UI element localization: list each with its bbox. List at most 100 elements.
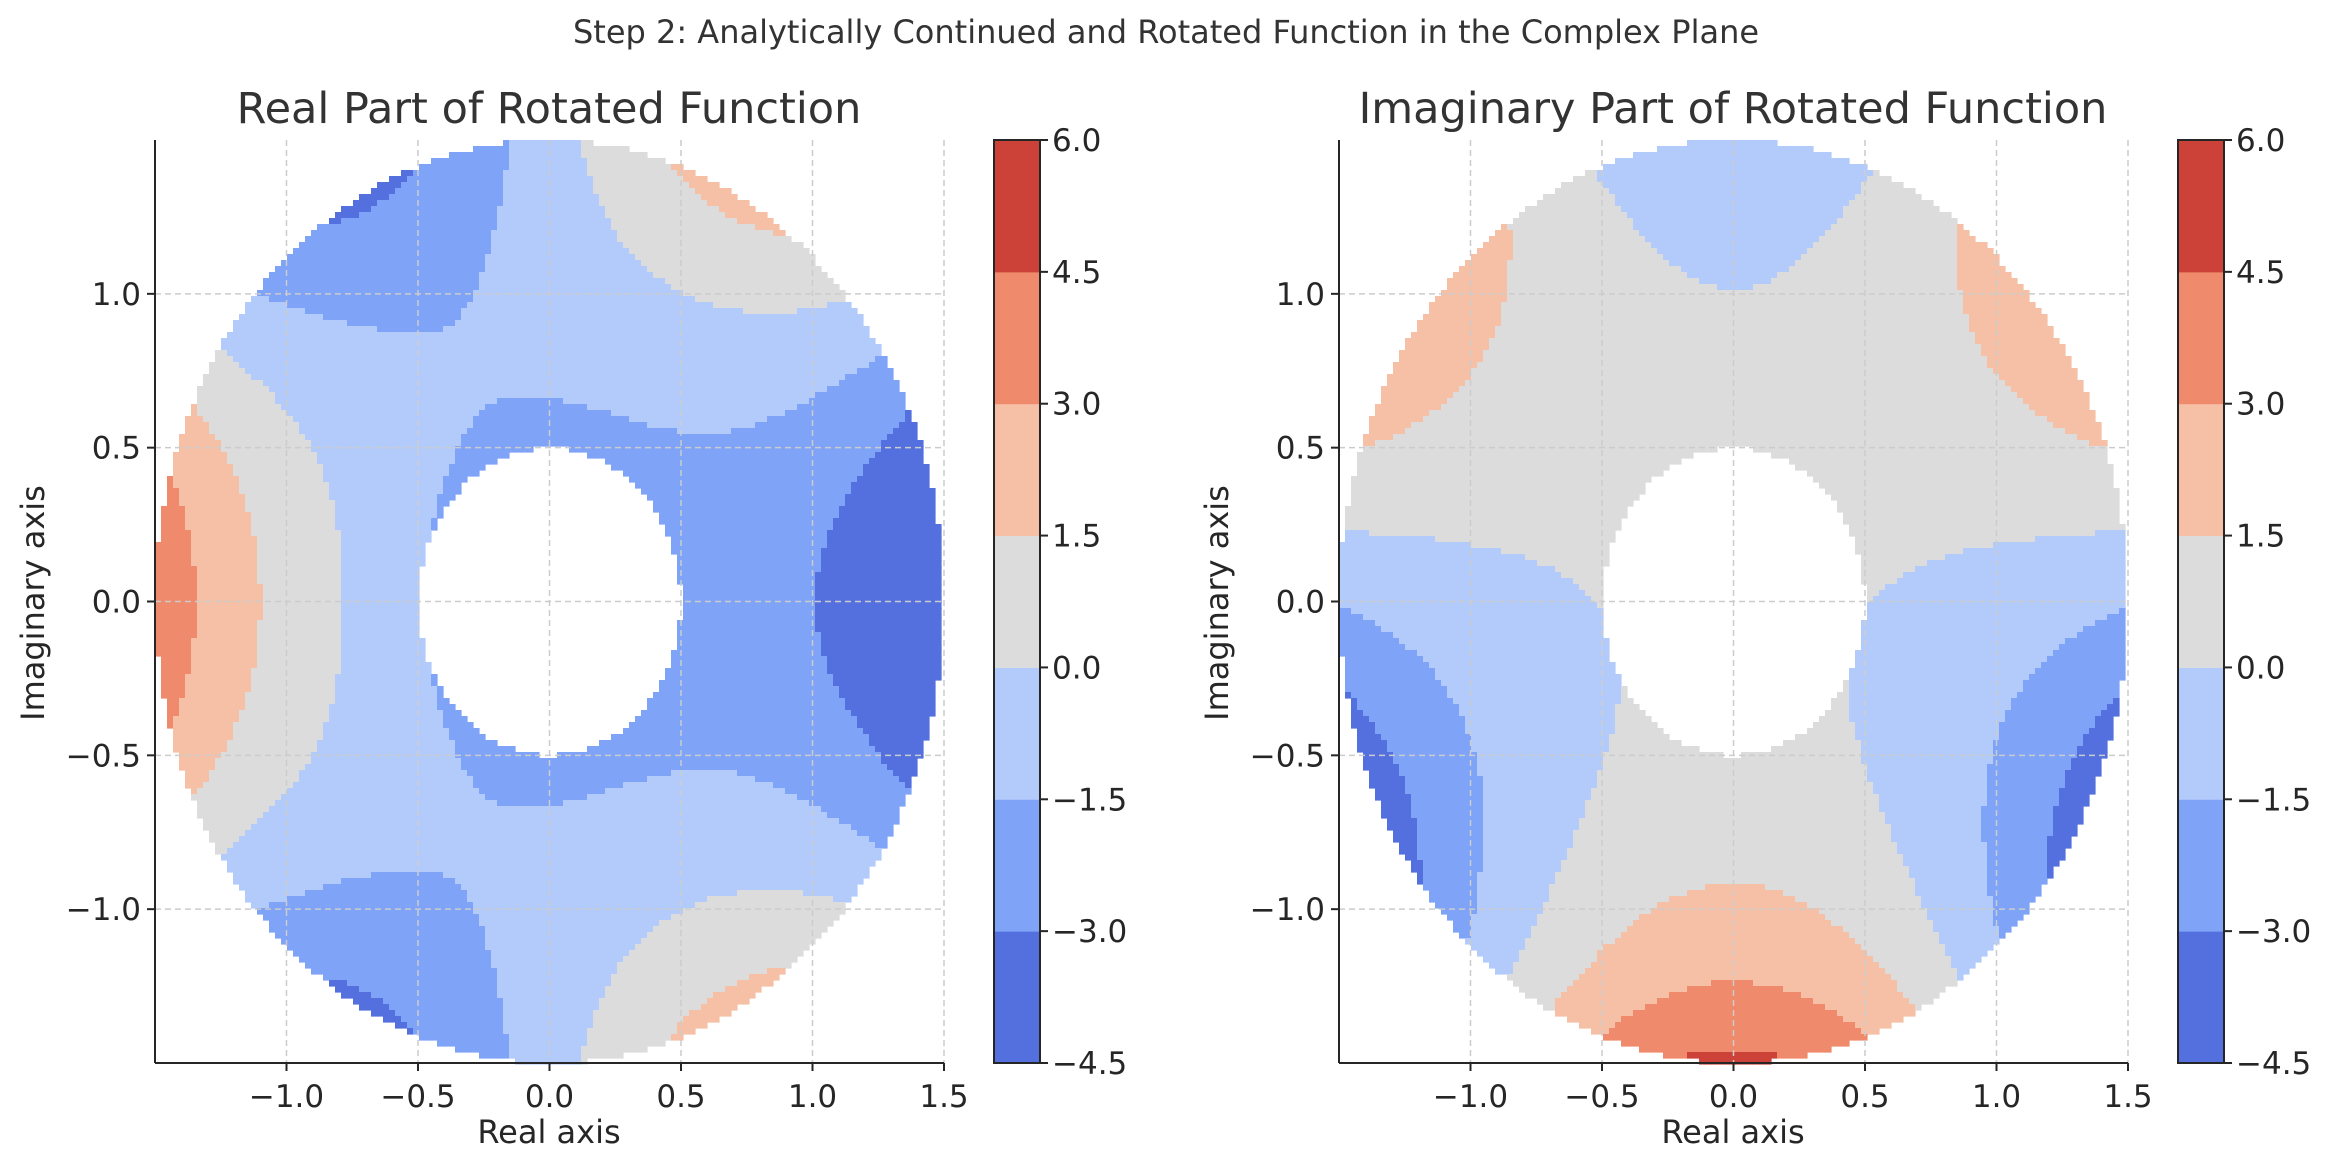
real-part-contour-cell — [725, 422, 732, 429]
real-part-contour-cell — [563, 320, 570, 327]
real-part-contour-cell — [383, 398, 390, 405]
real-part-contour-cell — [647, 230, 654, 237]
real-part-contour-cell — [515, 410, 522, 417]
real-part-contour-cell — [827, 326, 834, 333]
real-part-contour-cell — [479, 428, 486, 435]
real-part-contour-cell — [695, 230, 702, 237]
real-part-contour-cell — [269, 278, 276, 285]
real-part-contour-cell — [545, 206, 552, 213]
real-part-contour-cell — [731, 254, 738, 261]
real-part-contour-cell — [473, 350, 480, 357]
real-part-contour-cell — [287, 350, 294, 357]
real-part-contour-cell — [575, 434, 582, 441]
real-part-contour-cell — [719, 422, 726, 429]
real-part-contour-cell — [713, 218, 720, 225]
real-part-contour-cell — [593, 224, 600, 231]
real-part-contour-cell — [539, 392, 546, 399]
real-part-contour-cell — [341, 212, 348, 219]
real-part-contour-cell — [815, 386, 822, 393]
real-part-contour-cell — [683, 356, 690, 363]
real-part-contour-cell — [413, 302, 420, 309]
real-part-contour-cell — [419, 350, 426, 357]
real-part-contour-cell — [491, 350, 498, 357]
real-part-contour-cell — [833, 362, 840, 369]
real-part-contour-cell — [383, 254, 390, 261]
real-part-contour-cell — [473, 146, 480, 153]
real-part-contour-cell — [821, 332, 828, 339]
real-part-contour-cell — [797, 416, 804, 423]
real-part-contour-cell — [299, 458, 306, 465]
real-part-contour-cell — [791, 344, 798, 351]
real-part-contour-cell — [449, 326, 456, 333]
real-part-contour-cell — [593, 242, 600, 249]
real-part-contour-cell — [209, 410, 216, 417]
real-part-contour-cell — [215, 362, 222, 369]
real-part-contour-cell — [599, 194, 606, 201]
real-part-contour-cell — [287, 392, 294, 399]
real-part-contour-cell — [689, 326, 696, 333]
real-part-contour-cell — [497, 422, 504, 429]
real-part-contour-cell — [887, 434, 894, 441]
real-part-contour-cell — [725, 440, 732, 447]
real-part-contour-cell — [599, 164, 606, 171]
real-part-contour-cell — [797, 356, 804, 363]
real-part-contour-cell — [497, 218, 504, 225]
real-part-contour-cell — [827, 452, 834, 459]
real-part-contour-cell — [767, 410, 774, 417]
real-part-contour-cell — [185, 452, 192, 459]
real-part-contour-cell — [713, 332, 720, 339]
real-part-contour-cell — [455, 458, 462, 465]
real-part-contour-cell — [533, 404, 540, 411]
real-part-contour-cell — [695, 416, 702, 423]
real-part-contour-cell — [239, 416, 246, 423]
real-part-contour-cell — [341, 254, 348, 261]
real-part-contour-cell — [593, 386, 600, 393]
real-part-contour-cell — [797, 296, 804, 303]
real-part-contour-cell — [743, 314, 750, 321]
real-part-contour-cell — [533, 212, 540, 219]
real-part-contour-cell — [617, 398, 624, 405]
real-part-contour-cell — [611, 464, 618, 471]
real-part-contour-cell — [467, 362, 474, 369]
real-part-contour-cell — [497, 200, 504, 207]
real-part-contour-cell — [389, 326, 396, 333]
real-part-contour-cell — [665, 164, 672, 171]
real-part-contour-cell — [323, 278, 330, 285]
real-part-contour-cell — [743, 344, 750, 351]
real-part-contour-cell — [671, 230, 678, 237]
real-part-contour-cell — [659, 446, 666, 453]
real-part-contour-cell — [431, 332, 438, 339]
real-part-contour-cell — [605, 248, 612, 255]
real-part-contour-cell — [425, 374, 432, 381]
real-part-contour-cell — [875, 374, 882, 381]
real-part-contour-cell — [455, 164, 462, 171]
real-part-contour-cell — [449, 362, 456, 369]
real-part-contour-cell — [845, 320, 852, 327]
real-part-contour-cell — [527, 302, 534, 309]
real-part-contour-cell — [713, 194, 720, 201]
real-part-contour-cell — [701, 368, 708, 375]
real-part-contour-cell — [551, 416, 558, 423]
real-part-contour-cell — [329, 464, 336, 471]
real-part-contour-cell — [647, 242, 654, 249]
real-part-contour-cell — [629, 320, 636, 327]
real-part-contour-cell — [527, 188, 534, 195]
real-part-contour-cell — [389, 206, 396, 213]
real-part-contour-cell — [575, 188, 582, 195]
real-part-contour-cell — [455, 434, 462, 441]
real-part-contour-cell — [743, 326, 750, 333]
real-part-contour-cell — [365, 344, 372, 351]
real-part-contour-cell — [557, 170, 564, 177]
real-part-contour-cell — [647, 326, 654, 333]
real-part-contour-cell — [755, 362, 762, 369]
real-part-contour-cell — [467, 218, 474, 225]
real-part-contour-cell — [479, 164, 486, 171]
real-part-contour-cell — [575, 404, 582, 411]
real-part-contour-cell — [635, 296, 642, 303]
real-part-contour-cell — [407, 212, 414, 219]
real-part-contour-cell — [359, 458, 366, 465]
real-part-contour-cell — [731, 266, 738, 273]
real-part-contour-cell — [701, 362, 708, 369]
real-part-contour-cell — [605, 230, 612, 237]
real-part-contour-cell — [527, 434, 534, 441]
